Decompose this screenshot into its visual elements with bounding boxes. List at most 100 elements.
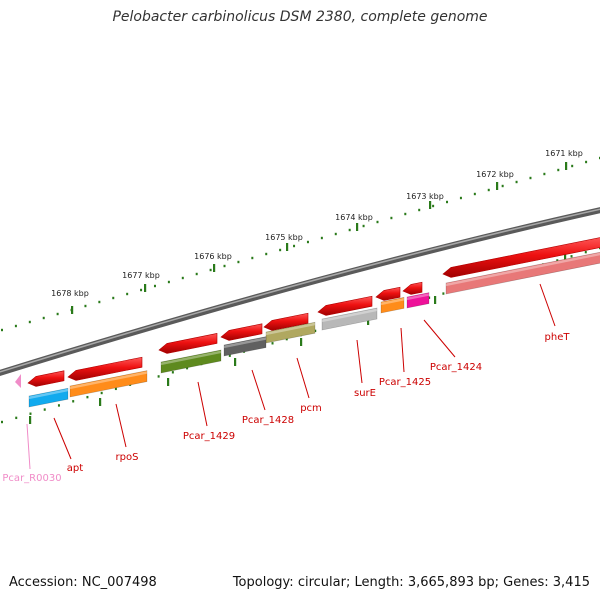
gene-label-pcar_1425: Pcar_1425 [379, 377, 431, 388]
lower-tick-mark [167, 378, 170, 386]
gene-bar-shine [407, 293, 429, 301]
gene-label-pcar_r0030: Pcar_R0030 [2, 473, 61, 484]
lower-tick-mark [367, 317, 370, 325]
topology-label: Topology: [232, 575, 294, 590]
lower-tick-mark [99, 398, 102, 406]
gene-leader-line [197, 381, 208, 427]
topology-value: circular [297, 575, 346, 590]
scale-dot [181, 276, 184, 280]
scale-dot [556, 259, 559, 262]
footer-stats: Topology: circular; Length: 3,665,893 bp… [232, 575, 590, 590]
scale-dot [195, 272, 198, 276]
gene-bar-shine [161, 350, 221, 366]
kbp-tick-mark [71, 306, 74, 314]
scale-dot [362, 224, 365, 228]
gene-leader-line [26, 423, 31, 470]
scale-dot [446, 200, 449, 204]
cds-arrow [317, 295, 373, 316]
kbp-tick-label: 1677 kbp [122, 271, 160, 280]
scale-dot [334, 232, 337, 236]
kbp-tick-mark [286, 243, 289, 251]
upper-scale-dots [1, 156, 600, 332]
accession-label: Accession: [9, 575, 78, 590]
scale-dot [570, 255, 573, 258]
gene-bar-shine [322, 308, 377, 323]
scale-dot [140, 288, 143, 292]
gene-label-rpos: rpoS [116, 452, 139, 463]
scale-dot [157, 375, 160, 378]
lower-tick-mark [29, 416, 32, 424]
lower-tick-mark [434, 296, 437, 304]
kbp-tick-label: 1675 kbp [265, 233, 303, 242]
scale-dot [306, 240, 309, 244]
kbp-tick-mark [565, 162, 568, 170]
kbp-tick-label: 1678 kbp [51, 289, 89, 298]
gene-bar-shine [29, 388, 68, 400]
scale-dot [501, 184, 504, 188]
kbp-tick-label: 1672 kbp [476, 170, 514, 179]
genes-value: 3,415 [552, 575, 590, 590]
scale-dot [100, 391, 103, 395]
scale-dot [487, 188, 490, 192]
scale-dot [557, 168, 560, 172]
scale-dot [320, 236, 323, 240]
gene-label-pcar_1429: Pcar_1429 [183, 431, 235, 442]
gene-bar-pcar_1429 [160, 349, 222, 374]
kbp-tick-mark [356, 223, 359, 231]
scale-dot [1, 328, 3, 332]
scale-dot [348, 228, 351, 232]
gene-leader-line [423, 319, 456, 358]
kbp-tick-label: 1674 kbp [335, 213, 373, 222]
length-label: Length: [354, 575, 404, 590]
kbp-tick-label: 1671 kbp [545, 149, 583, 158]
scale-dot [271, 342, 274, 345]
footer-accession: Accession: NC_007498 [9, 575, 157, 590]
scale-dot [57, 404, 60, 407]
cds-arrow [27, 370, 65, 387]
scale-dot [584, 250, 587, 254]
gene-leader-line [356, 339, 363, 384]
scale-dot [571, 164, 574, 168]
scale-dot [28, 320, 31, 324]
kbp-tick-mark [144, 284, 147, 292]
scale-dot [285, 337, 288, 341]
scale-dot [432, 204, 435, 208]
gene-bar-shine [266, 322, 315, 336]
scale-dot [1, 420, 3, 424]
scale-dot [29, 412, 32, 415]
gene-leader-line [115, 403, 127, 448]
scale-dot [186, 366, 189, 370]
gene-bar-shine [224, 337, 266, 349]
scale-dot [376, 220, 379, 224]
gene-label-pcar_1424: Pcar_1424 [430, 362, 482, 373]
scale-dot [265, 252, 268, 256]
scale-dot [153, 284, 156, 288]
gene-bar-apt [28, 387, 69, 408]
scale-dot [167, 280, 170, 284]
scale-dot [237, 260, 240, 264]
scale-dot [442, 292, 445, 295]
gene-leader-line [539, 283, 556, 327]
scale-dot [314, 329, 317, 333]
scale-dot [390, 216, 393, 220]
scale-dot [209, 268, 212, 272]
genome-backbone [0, 207, 600, 377]
gene-leader-line [296, 357, 310, 399]
scale-dot [84, 304, 87, 308]
kbp-tick-label: 1676 kbp [194, 252, 232, 261]
cds-arrow [402, 281, 423, 295]
gene-leader-line [400, 327, 405, 373]
scale-dot [418, 208, 421, 212]
scale-dot [473, 192, 476, 196]
gene-label-sure: surE [354, 388, 376, 399]
scale-dot [112, 296, 115, 300]
scale-dot [14, 324, 17, 328]
scale-dot [15, 416, 18, 420]
scale-dot [86, 395, 89, 399]
gene-bar-shine [446, 252, 600, 287]
gene-label-phet: pheT [545, 332, 571, 343]
cds-arrow [263, 312, 309, 331]
gene-label-pcm: pcm [300, 403, 322, 414]
gene-bar-shine [381, 298, 404, 306]
gene-bar-pcar_1424 [406, 292, 430, 309]
